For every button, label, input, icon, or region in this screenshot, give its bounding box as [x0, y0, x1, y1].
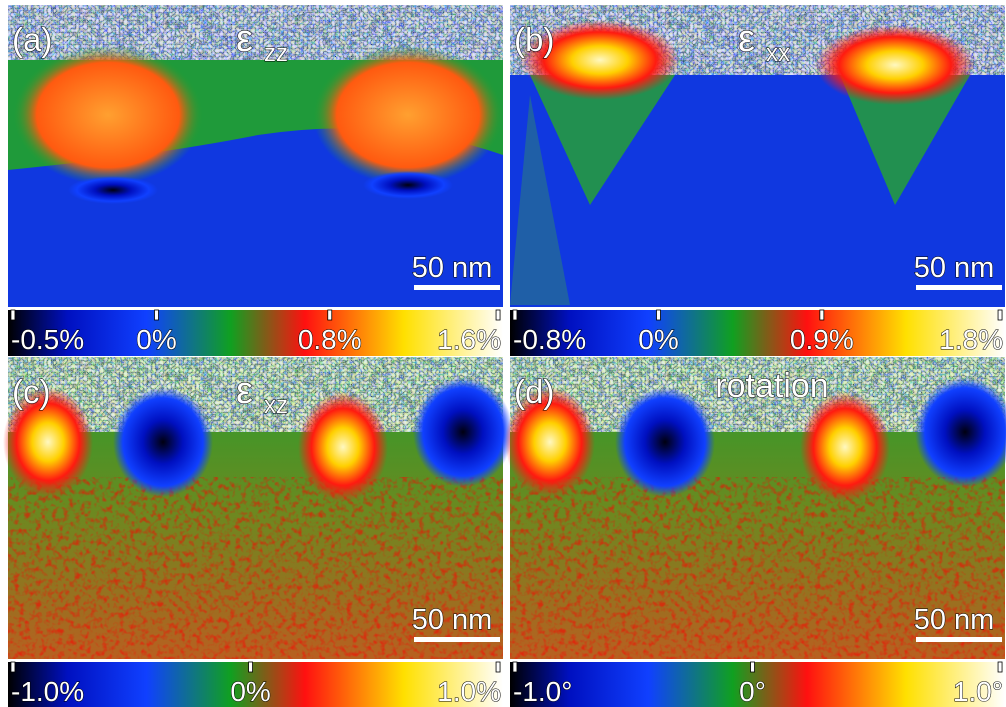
colorbar-tick-label: 0.8%	[298, 324, 362, 355]
title-subscript: xx	[766, 40, 790, 67]
tri	[510, 95, 570, 305]
hot-blob	[800, 392, 890, 502]
blob	[313, 45, 503, 185]
colorbar-tick-label: 1.0°	[953, 676, 1003, 707]
colorbar-tick-label: 0%	[136, 324, 176, 355]
colorbar	[8, 662, 503, 707]
cold-blob	[113, 387, 213, 497]
colorbar-tick	[819, 309, 825, 321]
panel: (a) ε zz 50 nm -0.5% 0% 0.8% 1.6%	[8, 5, 503, 356]
colorbar-tick	[495, 661, 501, 673]
noise	[510, 477, 1005, 659]
colorbar-tick-label: -1.0°	[513, 676, 572, 707]
title-symbol: ε	[236, 370, 253, 412]
colorbar-tick-label: 0°	[739, 676, 766, 707]
title-subscript: zz	[264, 40, 288, 67]
cold-blob	[615, 387, 715, 497]
colorbar-tick-label: -0.8%	[513, 324, 586, 355]
tri	[840, 75, 970, 205]
colorbar-tick	[750, 661, 755, 673]
scale-label: 50 nm	[412, 252, 493, 284]
hot-blob	[298, 392, 388, 502]
dark-spot	[68, 176, 158, 204]
scale-bar	[916, 285, 1002, 290]
colorbar-tick-label: -1.0%	[11, 676, 84, 707]
colorbar	[8, 310, 503, 356]
colorbar-tick-label: 1.6%	[437, 324, 501, 355]
scale-label: 50 nm	[914, 604, 995, 636]
colorbar-tick	[997, 309, 1003, 321]
panel-label: (b)	[514, 21, 554, 58]
scale-label: 50 nm	[914, 252, 995, 284]
cold-blob	[413, 377, 513, 487]
hot-blob	[3, 387, 93, 497]
colorbar-tick-label: 0.9%	[790, 324, 854, 355]
colorbar-tick-label: 0%	[638, 324, 678, 355]
dark-spot	[363, 171, 453, 199]
panel-label: (d)	[514, 373, 554, 410]
colorbar	[510, 662, 1005, 707]
colorbar-tick	[997, 661, 1003, 673]
colorbar-tick-label: 1.0%	[437, 676, 501, 707]
colorbar-tick-label: 1.8%	[939, 324, 1003, 355]
blob	[520, 20, 680, 100]
colorbar-tick	[10, 309, 16, 321]
colorbar-tick	[10, 661, 16, 673]
hot-blob	[505, 387, 595, 497]
colorbar-tick-label: 0%	[230, 676, 270, 707]
blob	[815, 25, 975, 105]
colorbar-tick	[512, 309, 518, 321]
scale-bar	[414, 285, 500, 290]
tri	[530, 75, 675, 205]
title-subscript: xz	[264, 392, 288, 419]
title-symbol: ε	[738, 18, 755, 60]
panel-title: rotation	[715, 367, 828, 405]
noise	[8, 477, 503, 659]
panel: (c) ε xz 50 nm -1.0% 0% 1.0%	[3, 357, 513, 707]
panel: (b) ε xx 50 nm -0.8% 0% 0.9% 1.8%	[510, 5, 1005, 356]
blob	[13, 45, 203, 185]
colorbar-tick	[154, 309, 159, 321]
scale-bar	[414, 637, 500, 642]
colorbar-tick	[656, 309, 661, 321]
colorbar-tick	[495, 309, 501, 321]
scale-bar	[916, 637, 1002, 642]
panel: (d) rotation 50 nm -1.0° 0° 1.0°	[505, 357, 1006, 707]
colorbar-tick	[327, 309, 333, 321]
scale-label: 50 nm	[412, 604, 493, 636]
colorbar-tick	[248, 661, 253, 673]
panel-label: (a)	[12, 21, 52, 58]
colorbar-tick	[512, 661, 518, 673]
colorbar-tick-label: -0.5%	[11, 324, 84, 355]
title-symbol: ε	[236, 18, 253, 60]
cold-blob	[915, 377, 1006, 487]
panel-label: (c)	[12, 373, 50, 410]
colorbar	[510, 310, 1005, 356]
